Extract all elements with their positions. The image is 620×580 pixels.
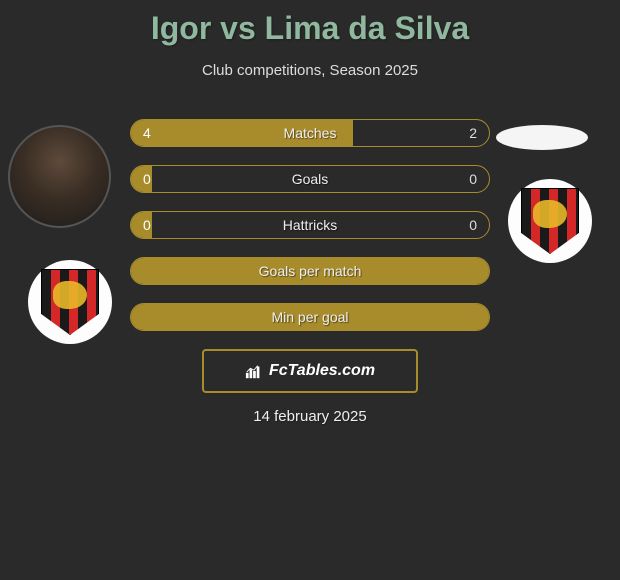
watermark-text: FcTables.com <box>269 362 375 380</box>
stat-left-bar: 4 <box>131 120 353 146</box>
date-text: 14 february 2025 <box>0 408 620 425</box>
stat-label: Hattricks <box>131 217 489 233</box>
club-badge-left <box>28 260 112 344</box>
stat-left-bar: 0 <box>131 212 152 238</box>
stat-row-goals-per-match: Goals per match <box>130 257 490 285</box>
watermark-box: FcTables.com <box>202 349 418 393</box>
stat-left-bar: 0 <box>131 166 152 192</box>
stat-left-bar <box>131 304 489 330</box>
stat-right-value: 2 <box>469 125 477 141</box>
club-badge-right <box>508 179 592 263</box>
stat-right-value: 0 <box>469 217 477 233</box>
stat-row-min-per-goal: Min per goal <box>130 303 490 331</box>
stat-row-hattricks: 0 Hattricks 0 <box>130 211 490 239</box>
stat-left-bar <box>131 258 489 284</box>
stat-row-matches: 4 Matches 2 <box>130 119 490 147</box>
chart-bars-icon <box>245 363 263 379</box>
stats-container: 4 Matches 2 0 Goals 0 0 Hattricks 0 Goal… <box>130 119 490 331</box>
stat-right-value: 0 <box>469 171 477 187</box>
subtitle: Club competitions, Season 2025 <box>0 62 620 79</box>
page-title: Igor vs Lima da Silva <box>0 0 620 47</box>
player-right-photo <box>496 125 588 150</box>
shield-icon <box>41 269 99 335</box>
shield-icon <box>521 188 579 254</box>
player-left-photo <box>8 125 111 228</box>
stat-label: Goals <box>131 171 489 187</box>
stat-row-goals: 0 Goals 0 <box>130 165 490 193</box>
